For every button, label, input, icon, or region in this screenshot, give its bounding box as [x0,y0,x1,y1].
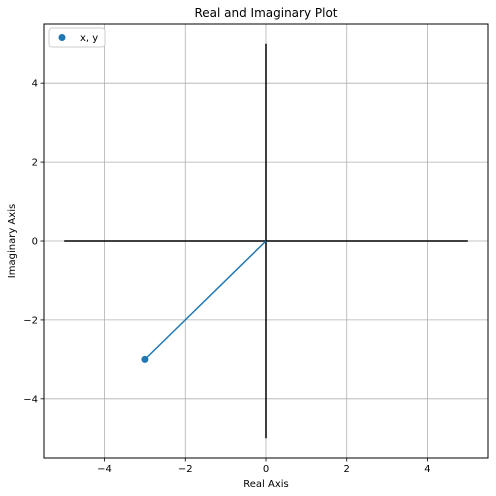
y-tick-label: 0 [32,237,38,248]
data-point [141,355,149,363]
data-layer [141,240,267,363]
x-axis-label: Real Axis [243,479,288,490]
legend: x, y [48,27,106,48]
y-tick-label: −2 [23,315,38,326]
y-tick-label: 2 [32,158,38,169]
legend-marker [58,34,66,41]
y-axis-label: Imaginary Axis [7,204,18,278]
chart-title: Real and Imaginary Plot [194,6,337,20]
vector-line [144,240,267,360]
x-tick-label: 2 [344,464,350,475]
y-tick-label: 4 [32,79,38,90]
y-tick-label: −4 [23,394,38,405]
x-tick-label: −4 [97,464,112,475]
legend-label: x, y [80,33,98,44]
x-tick-label: −2 [178,464,193,475]
x-tick-label: 4 [424,464,430,475]
ticks: −4 −2 0 2 4 −4 −2 0 2 4 [23,79,430,475]
x-tick-label: 0 [263,464,269,475]
legend-box [48,27,106,48]
